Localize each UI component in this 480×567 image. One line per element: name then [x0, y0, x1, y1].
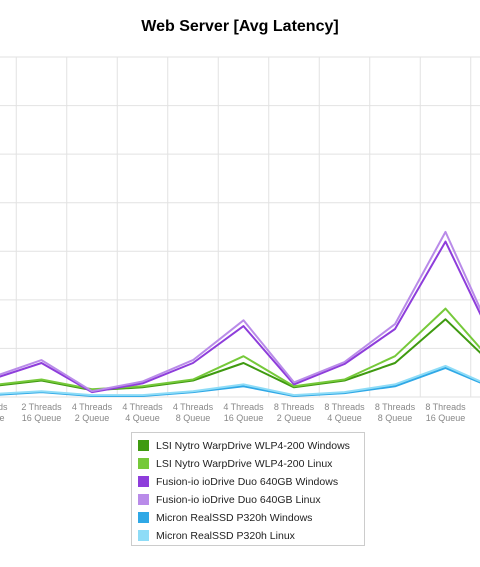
legend-item: Fusion-io ioDrive Duo 640GB Linux [138, 491, 364, 509]
legend-swatch [138, 458, 149, 469]
series-lines [0, 230, 480, 397]
series-line-3 [0, 230, 480, 393]
legend-item: Fusion-io ioDrive Duo 640GB Windows [138, 473, 364, 491]
legend-item: Micron RealSSD P320h Windows [138, 509, 364, 527]
chart-title: Web Server [Avg Latency] [141, 18, 339, 35]
legend-swatch [138, 494, 149, 505]
legend-item: LSI Nytro WarpDrive WLP4-200 Linux [138, 455, 364, 473]
legend-swatch [138, 476, 149, 487]
x-tick-label: 8 Threads 8 Queue [375, 402, 416, 423]
legend-label: Micron RealSSD P320h Linux [156, 530, 295, 542]
legend: LSI Nytro WarpDrive WLP4-200 Windows LSI … [131, 432, 365, 546]
grid-lines [0, 56, 480, 398]
x-tick-label: 4 Threads 2 Queue [72, 402, 113, 423]
x-tick-label: 4 Threads 8 Queue [173, 402, 214, 423]
x-tick-label: 8 Threads 4 Queue [324, 402, 365, 423]
legend-item: Micron RealSSD P320h Linux [138, 527, 364, 545]
x-tick-label: ThreadsQueue [0, 402, 8, 423]
x-tick-label: 4 Threads 16 Queue [223, 402, 264, 423]
x-tick-label: 2 Threads 16 Queue [21, 402, 62, 423]
legend-item: LSI Nytro WarpDrive WLP4-200 Windows [138, 437, 364, 455]
x-tick-label: 8 Threads 2 Queue [274, 402, 315, 423]
legend-label: Micron RealSSD P320h Windows [156, 512, 313, 524]
x-tick-label: 4 Threads 4 Queue [122, 402, 163, 423]
legend-label: Fusion-io ioDrive Duo 640GB Linux [156, 494, 321, 506]
legend-swatch [138, 440, 149, 451]
legend-label: LSI Nytro WarpDrive WLP4-200 Linux [156, 458, 333, 470]
legend-swatch [138, 512, 149, 523]
series-line-2 [0, 240, 480, 394]
series-line-5 [0, 364, 480, 397]
series-line-1 [0, 307, 480, 391]
legend-label: Fusion-io ioDrive Duo 640GB Windows [156, 476, 339, 488]
series-line-4 [0, 366, 480, 397]
legend-label: LSI Nytro WarpDrive WLP4-200 Windows [156, 440, 350, 452]
x-tick-label: 8 Threads 16 Queue [425, 402, 466, 423]
legend-swatch [138, 530, 149, 541]
